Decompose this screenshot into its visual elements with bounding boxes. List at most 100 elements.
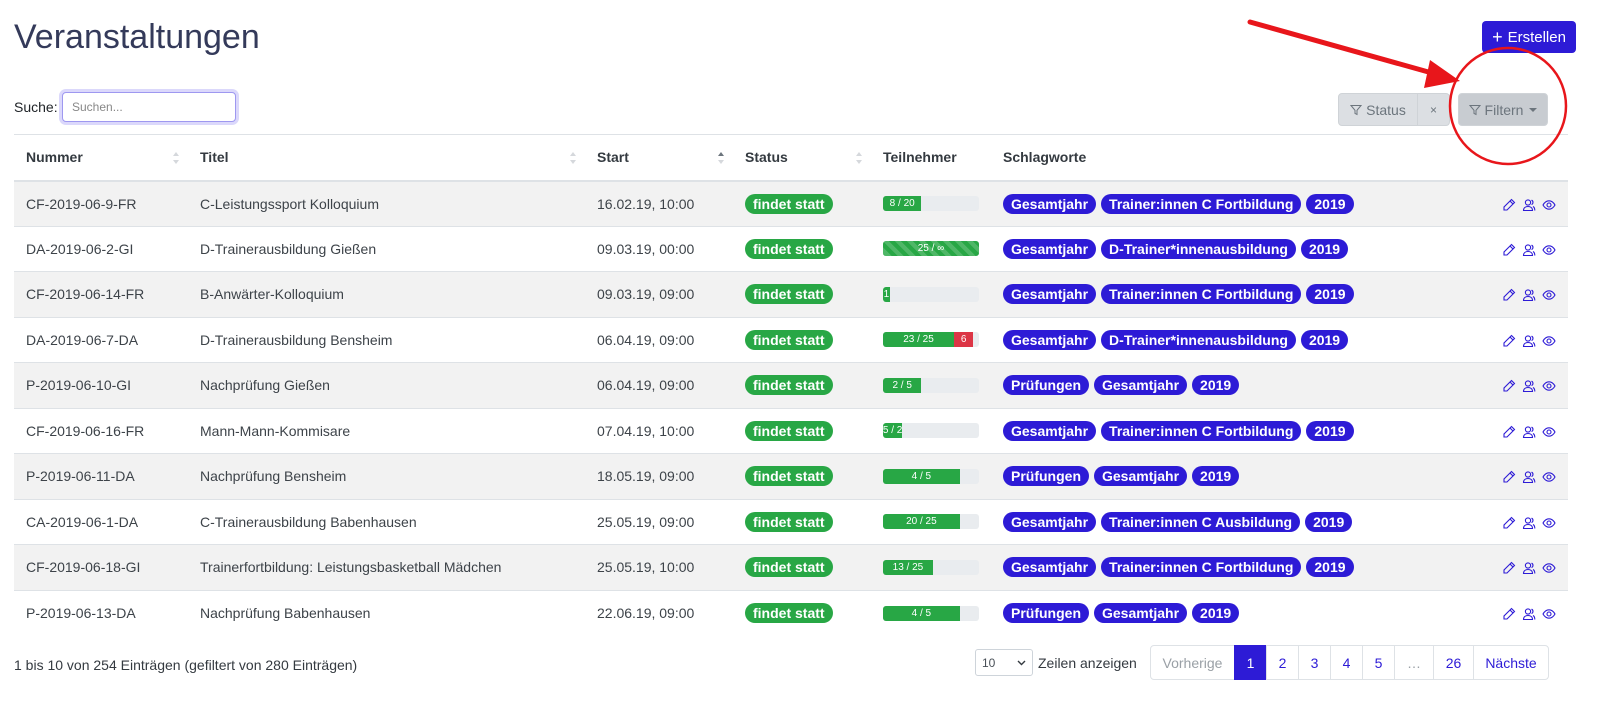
users-icon[interactable] — [1522, 607, 1536, 621]
cell-teilnehmer: 13 / 25 — [871, 544, 991, 590]
users-icon[interactable] — [1522, 334, 1536, 348]
pencil-icon[interactable] — [1502, 561, 1516, 575]
table-row[interactable]: CA-2019-06-1-DA C-Trainerausbildung Baben… — [14, 498, 1568, 545]
users-icon[interactable] — [1522, 379, 1536, 393]
filter-dropdown-button[interactable]: Filtern — [1458, 93, 1548, 126]
table-row[interactable]: DA-2019-06-2-GI D-Trainerausbildung Gieße… — [14, 225, 1568, 272]
eye-icon[interactable] — [1542, 288, 1556, 302]
table-row[interactable]: DA-2019-06-7-DA D-Trainerausbildung Bensh… — [14, 316, 1568, 363]
tag-badge: 2019 — [1305, 511, 1353, 532]
participants-label: 13 / 25 — [892, 561, 924, 573]
pagination-ellipsis: … — [1394, 645, 1434, 680]
table-row[interactable]: CF-2019-06-14-FR B-Anwärter-Kolloquium 09.… — [14, 271, 1568, 317]
sort-icon — [570, 152, 576, 164]
sort-icon — [173, 152, 179, 164]
table-row[interactable]: CF-2019-06-18-GI Trainerfortbildung: Leis… — [14, 544, 1568, 590]
clear-filter-button[interactable]: × — [1418, 93, 1450, 126]
column-header-label: Nummer — [26, 149, 83, 166]
pencil-icon[interactable] — [1502, 425, 1516, 439]
cell-start: 25.05.19, 10:00 — [585, 544, 733, 590]
page-length-select[interactable]: 10 — [975, 649, 1033, 676]
users-icon[interactable] — [1522, 561, 1536, 575]
search-input[interactable] — [62, 92, 236, 122]
table-row[interactable]: P-2019-06-10-GI Nachprüfung Gießen 06.04.1… — [14, 362, 1568, 408]
eye-icon[interactable] — [1542, 470, 1556, 484]
participants-label: 25 / ∞ — [917, 243, 945, 255]
eye-icon[interactable] — [1542, 243, 1556, 257]
participants-overflow-label: 6 — [960, 334, 967, 346]
eye-icon[interactable] — [1542, 379, 1556, 393]
column-header-status[interactable]: Status — [733, 134, 871, 182]
users-icon[interactable] — [1522, 425, 1536, 439]
cell-start: 09.03.19, 00:00 — [585, 225, 733, 272]
table-row[interactable]: CF-2019-06-9-FR C-Leistungssport Kolloqui… — [14, 180, 1568, 226]
pagination-page-5[interactable]: 5 — [1362, 645, 1395, 680]
column-header-titel[interactable]: Titel — [188, 134, 585, 182]
pencil-icon[interactable] — [1502, 243, 1516, 257]
sort-icon — [856, 152, 862, 164]
cell-nummer: CF-2019-06-9-FR — [14, 180, 188, 226]
tag-badge: 2019 — [1306, 557, 1354, 578]
create-button[interactable]: + Erstellen — [1482, 21, 1576, 53]
cell-start: 09.03.19, 09:00 — [585, 271, 733, 317]
pencil-icon[interactable] — [1502, 516, 1516, 530]
page-length-value: 10 — [982, 655, 996, 670]
pagination-page-1[interactable]: 1 — [1234, 645, 1267, 680]
cell-teilnehmer: 1 — [871, 271, 991, 317]
cell-titel: Nachprüfung Babenhausen — [188, 589, 585, 636]
eye-icon[interactable] — [1542, 607, 1556, 621]
page-length-label: Zeilen anzeigen — [1038, 655, 1137, 671]
participants-bar: 1 — [883, 286, 890, 302]
pagination: Vorherige 1 2 3 4 5 … 26 Nächste — [1150, 645, 1549, 680]
cell-schlagworte: Gesamtjahr Trainer:innen C Fortbildung 201… — [991, 407, 1478, 454]
column-header-nummer[interactable]: Nummer — [14, 134, 188, 182]
caret-down-icon — [1529, 107, 1538, 112]
users-icon[interactable] — [1522, 516, 1536, 530]
cell-schlagworte: Gesamtjahr Trainer:innen C Ausbildung 2019 — [991, 498, 1478, 545]
pencil-icon[interactable] — [1502, 379, 1516, 393]
tag-badge: Gesamtjahr — [1094, 375, 1188, 396]
users-icon[interactable] — [1522, 288, 1536, 302]
cell-nummer: P-2019-06-10-GI — [14, 362, 188, 408]
cell-status: findet statt — [733, 589, 871, 636]
pagination-previous[interactable]: Vorherige — [1150, 645, 1235, 680]
table-row[interactable]: P-2019-06-11-DA Nachprüfung Bensheim 18.05… — [14, 453, 1568, 499]
eye-icon[interactable] — [1542, 561, 1556, 575]
participants-label: 4 / 5 — [911, 470, 932, 482]
pagination-page-4[interactable]: 4 — [1330, 645, 1363, 680]
cell-titel: D-Trainerausbildung Gießen — [188, 225, 585, 272]
tag-badge: 2019 — [1306, 420, 1354, 441]
pencil-icon[interactable] — [1502, 607, 1516, 621]
status-filter-button[interactable]: Status — [1338, 93, 1418, 126]
create-button-label: Erstellen — [1507, 28, 1566, 46]
column-header-start[interactable]: Start — [585, 134, 733, 182]
table-row[interactable]: CF-2019-06-16-FR Mann-Mann-Kommisare 07.04… — [14, 407, 1568, 454]
pagination-page-26[interactable]: 26 — [1433, 645, 1474, 680]
tag-badge: D-Trainer*innenausbildung — [1101, 238, 1296, 259]
status-badge: findet statt — [745, 603, 833, 623]
cell-actions — [1478, 544, 1568, 590]
filter-toolbar: Status × Filtern — [1338, 93, 1548, 126]
eye-icon[interactable] — [1542, 516, 1556, 530]
users-icon[interactable] — [1522, 198, 1536, 212]
tag-badge: Prüfungen — [1003, 375, 1089, 396]
tag-badge: Trainer:innen C Fortbildung — [1101, 557, 1302, 578]
pencil-icon[interactable] — [1502, 334, 1516, 348]
pencil-icon[interactable] — [1502, 288, 1516, 302]
users-icon[interactable] — [1522, 470, 1536, 484]
eye-icon[interactable] — [1542, 425, 1556, 439]
column-header-label: Titel — [200, 149, 229, 166]
pagination-page-2[interactable]: 2 — [1266, 645, 1299, 680]
tag-badge: Gesamtjahr — [1003, 193, 1097, 214]
status-badge: findet statt — [745, 466, 833, 487]
eye-icon[interactable] — [1542, 198, 1556, 212]
participants-progress: 1 — [883, 286, 979, 302]
users-icon[interactable] — [1522, 243, 1536, 257]
status-badge: findet statt — [745, 329, 833, 350]
pagination-next[interactable]: Nächste — [1473, 645, 1549, 680]
eye-icon[interactable] — [1542, 334, 1556, 348]
pencil-icon[interactable] — [1502, 470, 1516, 484]
pencil-icon[interactable] — [1502, 198, 1516, 212]
table-row[interactable]: P-2019-06-13-DA Nachprüfung Babenhausen 22… — [14, 589, 1568, 636]
pagination-page-3[interactable]: 3 — [1298, 645, 1331, 680]
